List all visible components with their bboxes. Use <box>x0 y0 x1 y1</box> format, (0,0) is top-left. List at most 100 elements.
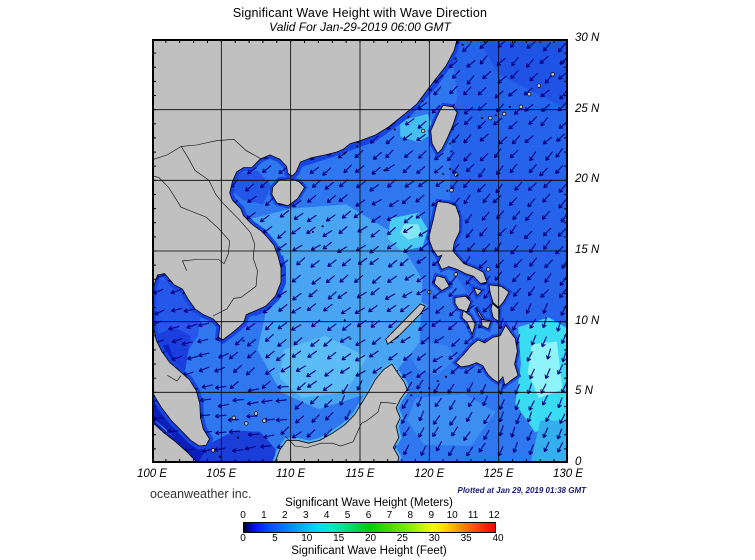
meters-tick-5: 5 <box>344 510 351 521</box>
lat-label-25n: 25 N <box>575 102 600 115</box>
lat-label-30n: 30 N <box>575 32 600 44</box>
land-islet <box>253 411 259 416</box>
lon-label-105e: 105 E <box>206 468 237 480</box>
meters-tick-1: 1 <box>261 510 267 521</box>
wave-height-patch <box>197 430 276 463</box>
islet-speck <box>357 324 360 327</box>
country-border <box>180 146 258 317</box>
lon-label-115e: 115 E <box>345 468 375 480</box>
islet-speck <box>343 152 346 155</box>
islet-speck <box>449 168 452 170</box>
islet-speck <box>450 150 453 153</box>
meters-tick-12: 12 <box>488 510 500 521</box>
meters-tick-11: 11 <box>467 510 479 521</box>
islet-speck <box>508 105 511 108</box>
graticule <box>152 39 568 463</box>
islet-speck <box>562 60 565 63</box>
wave-height-patch <box>232 170 272 205</box>
meters-tick-9: 9 <box>428 510 435 521</box>
land-hainan <box>271 178 306 207</box>
islet-speck <box>237 436 239 439</box>
islet-speck <box>343 319 346 322</box>
wave-height-patch <box>477 39 568 110</box>
feet-tick-25: 25 <box>396 533 408 544</box>
country-border <box>152 138 262 161</box>
islet-speck <box>481 117 483 120</box>
islet-speck <box>321 225 324 228</box>
country-border <box>153 175 231 271</box>
islet-speck <box>440 74 443 77</box>
land-palawan <box>385 303 426 345</box>
islet-speck <box>442 173 445 175</box>
feet-tick-35: 35 <box>460 533 472 544</box>
land-islet <box>550 72 555 77</box>
legend-colorbar <box>243 522 496 533</box>
wave-height-patch <box>279 335 367 398</box>
islet-speck <box>218 455 221 458</box>
country-border <box>284 401 397 448</box>
lat-label-10n: 10 N <box>575 314 600 327</box>
islet-speck <box>421 100 424 103</box>
land-islet <box>486 267 491 272</box>
land-asia-mainland <box>152 39 458 447</box>
land-islet <box>244 421 249 426</box>
islet-speck <box>449 142 452 145</box>
land-islet <box>518 104 524 109</box>
land-island <box>433 275 450 292</box>
legend-meters-label: Significant Wave Height (Meters) <box>285 497 453 509</box>
land-borneo <box>274 363 408 463</box>
page-title: Significant Wave Height with Wave Direct… <box>232 6 488 20</box>
valid-time-subtitle: Valid For Jan-29-2019 06:00 GMT <box>269 20 451 34</box>
islet-speck <box>410 394 413 397</box>
wave-height-patch <box>400 224 423 240</box>
islet-speck <box>393 128 396 131</box>
islet-speck <box>311 230 314 233</box>
islet-speck <box>383 169 386 172</box>
land-island <box>454 295 472 313</box>
wave-height-patch <box>409 341 456 376</box>
feet-tick-20: 20 <box>364 533 377 544</box>
land-mindanao <box>455 324 519 387</box>
land-island <box>490 302 500 323</box>
land-islet <box>502 111 507 117</box>
land-islet <box>536 83 542 88</box>
legend-feet-label: Significant Wave Height (Feet) <box>291 545 447 557</box>
plotted-timestamp: Plotted at Jan 29, 2019 01:38 GMT <box>457 486 587 495</box>
land-islet <box>527 91 532 97</box>
meters-tick-8: 8 <box>407 510 414 521</box>
lat-label-20n: 20 N <box>575 173 600 186</box>
land-taiwan <box>430 104 458 155</box>
lat-label-5n: 5 N <box>575 385 593 398</box>
lon-label-120e: 120 E <box>414 468 445 480</box>
islet-speck <box>356 145 359 148</box>
islet-speck <box>456 174 459 177</box>
islet-speck <box>494 114 497 117</box>
islet-speck <box>242 339 245 342</box>
wave-map-svg <box>152 39 568 463</box>
credit-text: oceanweather inc. <box>150 487 252 501</box>
lon-label-100e: 100 E <box>136 468 168 480</box>
islet-speck <box>454 57 457 60</box>
land-islet <box>262 418 267 423</box>
land-islet <box>488 115 493 121</box>
lat-label-0: 0 <box>575 455 582 468</box>
islet-speck <box>429 88 432 91</box>
islet-speck <box>407 115 410 118</box>
lon-label-130e: 130 E <box>552 468 584 480</box>
islet-speck <box>446 189 449 192</box>
meters-tick-3: 3 <box>302 510 309 521</box>
lon-label-125e: 125 E <box>483 468 514 480</box>
land-islet <box>231 415 236 420</box>
meters-tick-10: 10 <box>446 510 458 521</box>
feet-tick-0: 0 <box>240 533 246 544</box>
lat-label-15n: 15 N <box>575 243 600 256</box>
land-sumatra <box>152 421 199 463</box>
feet-tick-5: 5 <box>272 533 278 544</box>
islet-speck <box>461 43 464 46</box>
feet-tick-10: 10 <box>301 533 313 544</box>
meters-tick-4: 4 <box>323 510 330 521</box>
meters-tick-7: 7 <box>386 510 393 521</box>
lon-label-110e: 110 E <box>276 468 306 480</box>
wave-height-patch <box>530 420 568 463</box>
